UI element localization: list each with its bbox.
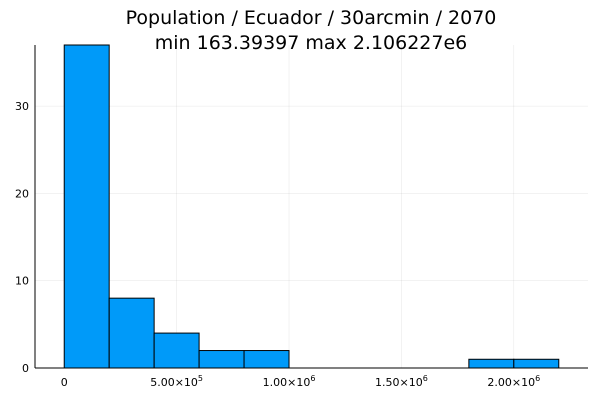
histogram-bar-10 <box>513 358 560 369</box>
x-tick-label-2: 1.00×106 <box>263 374 316 389</box>
x-tick-labels: 0 5.00×105 1.00×106 1.50×106 2.00×106 <box>61 374 540 389</box>
histogram-bar-1 <box>108 297 155 369</box>
histogram-bar-9 <box>468 358 515 369</box>
histogram-bar-3 <box>198 350 245 369</box>
axes <box>34 45 588 369</box>
x-tick-label-3: 1.50×106 <box>375 374 428 389</box>
y-tick-label-2: 20 <box>15 187 29 200</box>
chart-subtitle: min 163.39397 max 2.106227e6 <box>155 32 468 54</box>
y-tick-label-0: 0 <box>22 362 29 375</box>
histogram-bars <box>63 44 560 369</box>
x-tick-label-0: 0 <box>61 376 68 389</box>
y-tick-labels: 0 10 20 30 <box>15 100 29 375</box>
y-tick-label-3: 30 <box>15 100 29 113</box>
histogram-bar-2 <box>153 332 200 369</box>
x-tick-label-4: 2.00×106 <box>487 374 540 389</box>
histogram-bar-0 <box>63 44 110 369</box>
histogram-bar-4 <box>243 350 290 369</box>
y-tick-label-1: 10 <box>15 275 29 288</box>
chart-title: Population / Ecuador / 30arcmin / 2070 <box>126 7 497 29</box>
x-tick-label-1: 5.00×105 <box>150 374 203 389</box>
